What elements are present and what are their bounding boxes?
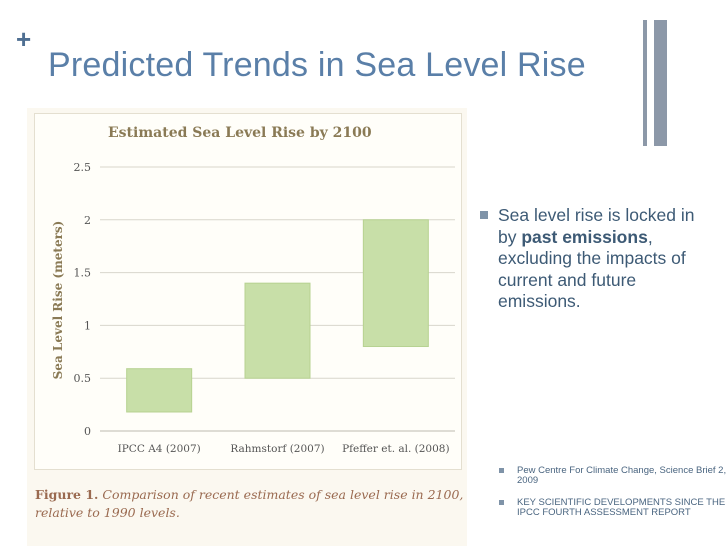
references-list: Pew Centre For Climate Change, Science B… (495, 466, 727, 530)
range-bar (126, 368, 193, 413)
y-tick-label: 1.5 (74, 267, 92, 280)
bullet-square-icon (480, 211, 488, 219)
y-tick-label: 0.5 (74, 372, 92, 385)
bullet-square-icon (499, 468, 504, 473)
y-tick-label: 2 (84, 214, 91, 227)
bullet-list: Sea level rise is locked in by past emis… (478, 205, 710, 313)
reference-item: KEY SCIENTIFIC DEVELOPMENTS SINCE THE IP… (495, 498, 727, 518)
bullet-text-suffix: , excluding the impacts of current and f… (498, 226, 686, 312)
bullet-text-bold: past emissions (521, 226, 648, 247)
y-tick-label: 1 (84, 319, 91, 332)
caption-text: Comparison of recent estimates of sea le… (35, 487, 464, 520)
bullet-item: Sea level rise is locked in by past emis… (478, 205, 710, 313)
reference-text: Pew Centre For Climate Change, Science B… (517, 465, 727, 486)
x-tick-label: IPCC A4 (2007) (118, 443, 201, 455)
range-bar (362, 219, 429, 348)
slide-title: Predicted Trends in Sea Level Rise (48, 46, 586, 84)
decor-bar-left (643, 20, 647, 146)
plus-icon: + (16, 24, 32, 54)
x-tick-label: Rahmstorf (2007) (230, 443, 324, 455)
y-tick-label: 0 (84, 425, 91, 438)
chart-title: Estimated Sea Level Rise by 2100 (108, 125, 372, 141)
x-tick-label: Pfeffer et. al. (2008) (342, 443, 450, 455)
reference-item: Pew Centre For Climate Change, Science B… (495, 466, 727, 486)
figure-caption: Figure 1. Comparison of recent estimates… (35, 486, 465, 522)
reference-text: KEY SCIENTIFIC DEVELOPMENTS SINCE THE IP… (517, 497, 726, 518)
y-tick-label: 2.5 (74, 161, 92, 174)
bullet-text-prefix: Sea level rise is locked in by (498, 205, 695, 247)
range-bar (244, 282, 311, 379)
bullet-square-icon (499, 500, 504, 505)
decor-bar-right (654, 20, 667, 146)
caption-label: Figure 1. (35, 487, 99, 502)
